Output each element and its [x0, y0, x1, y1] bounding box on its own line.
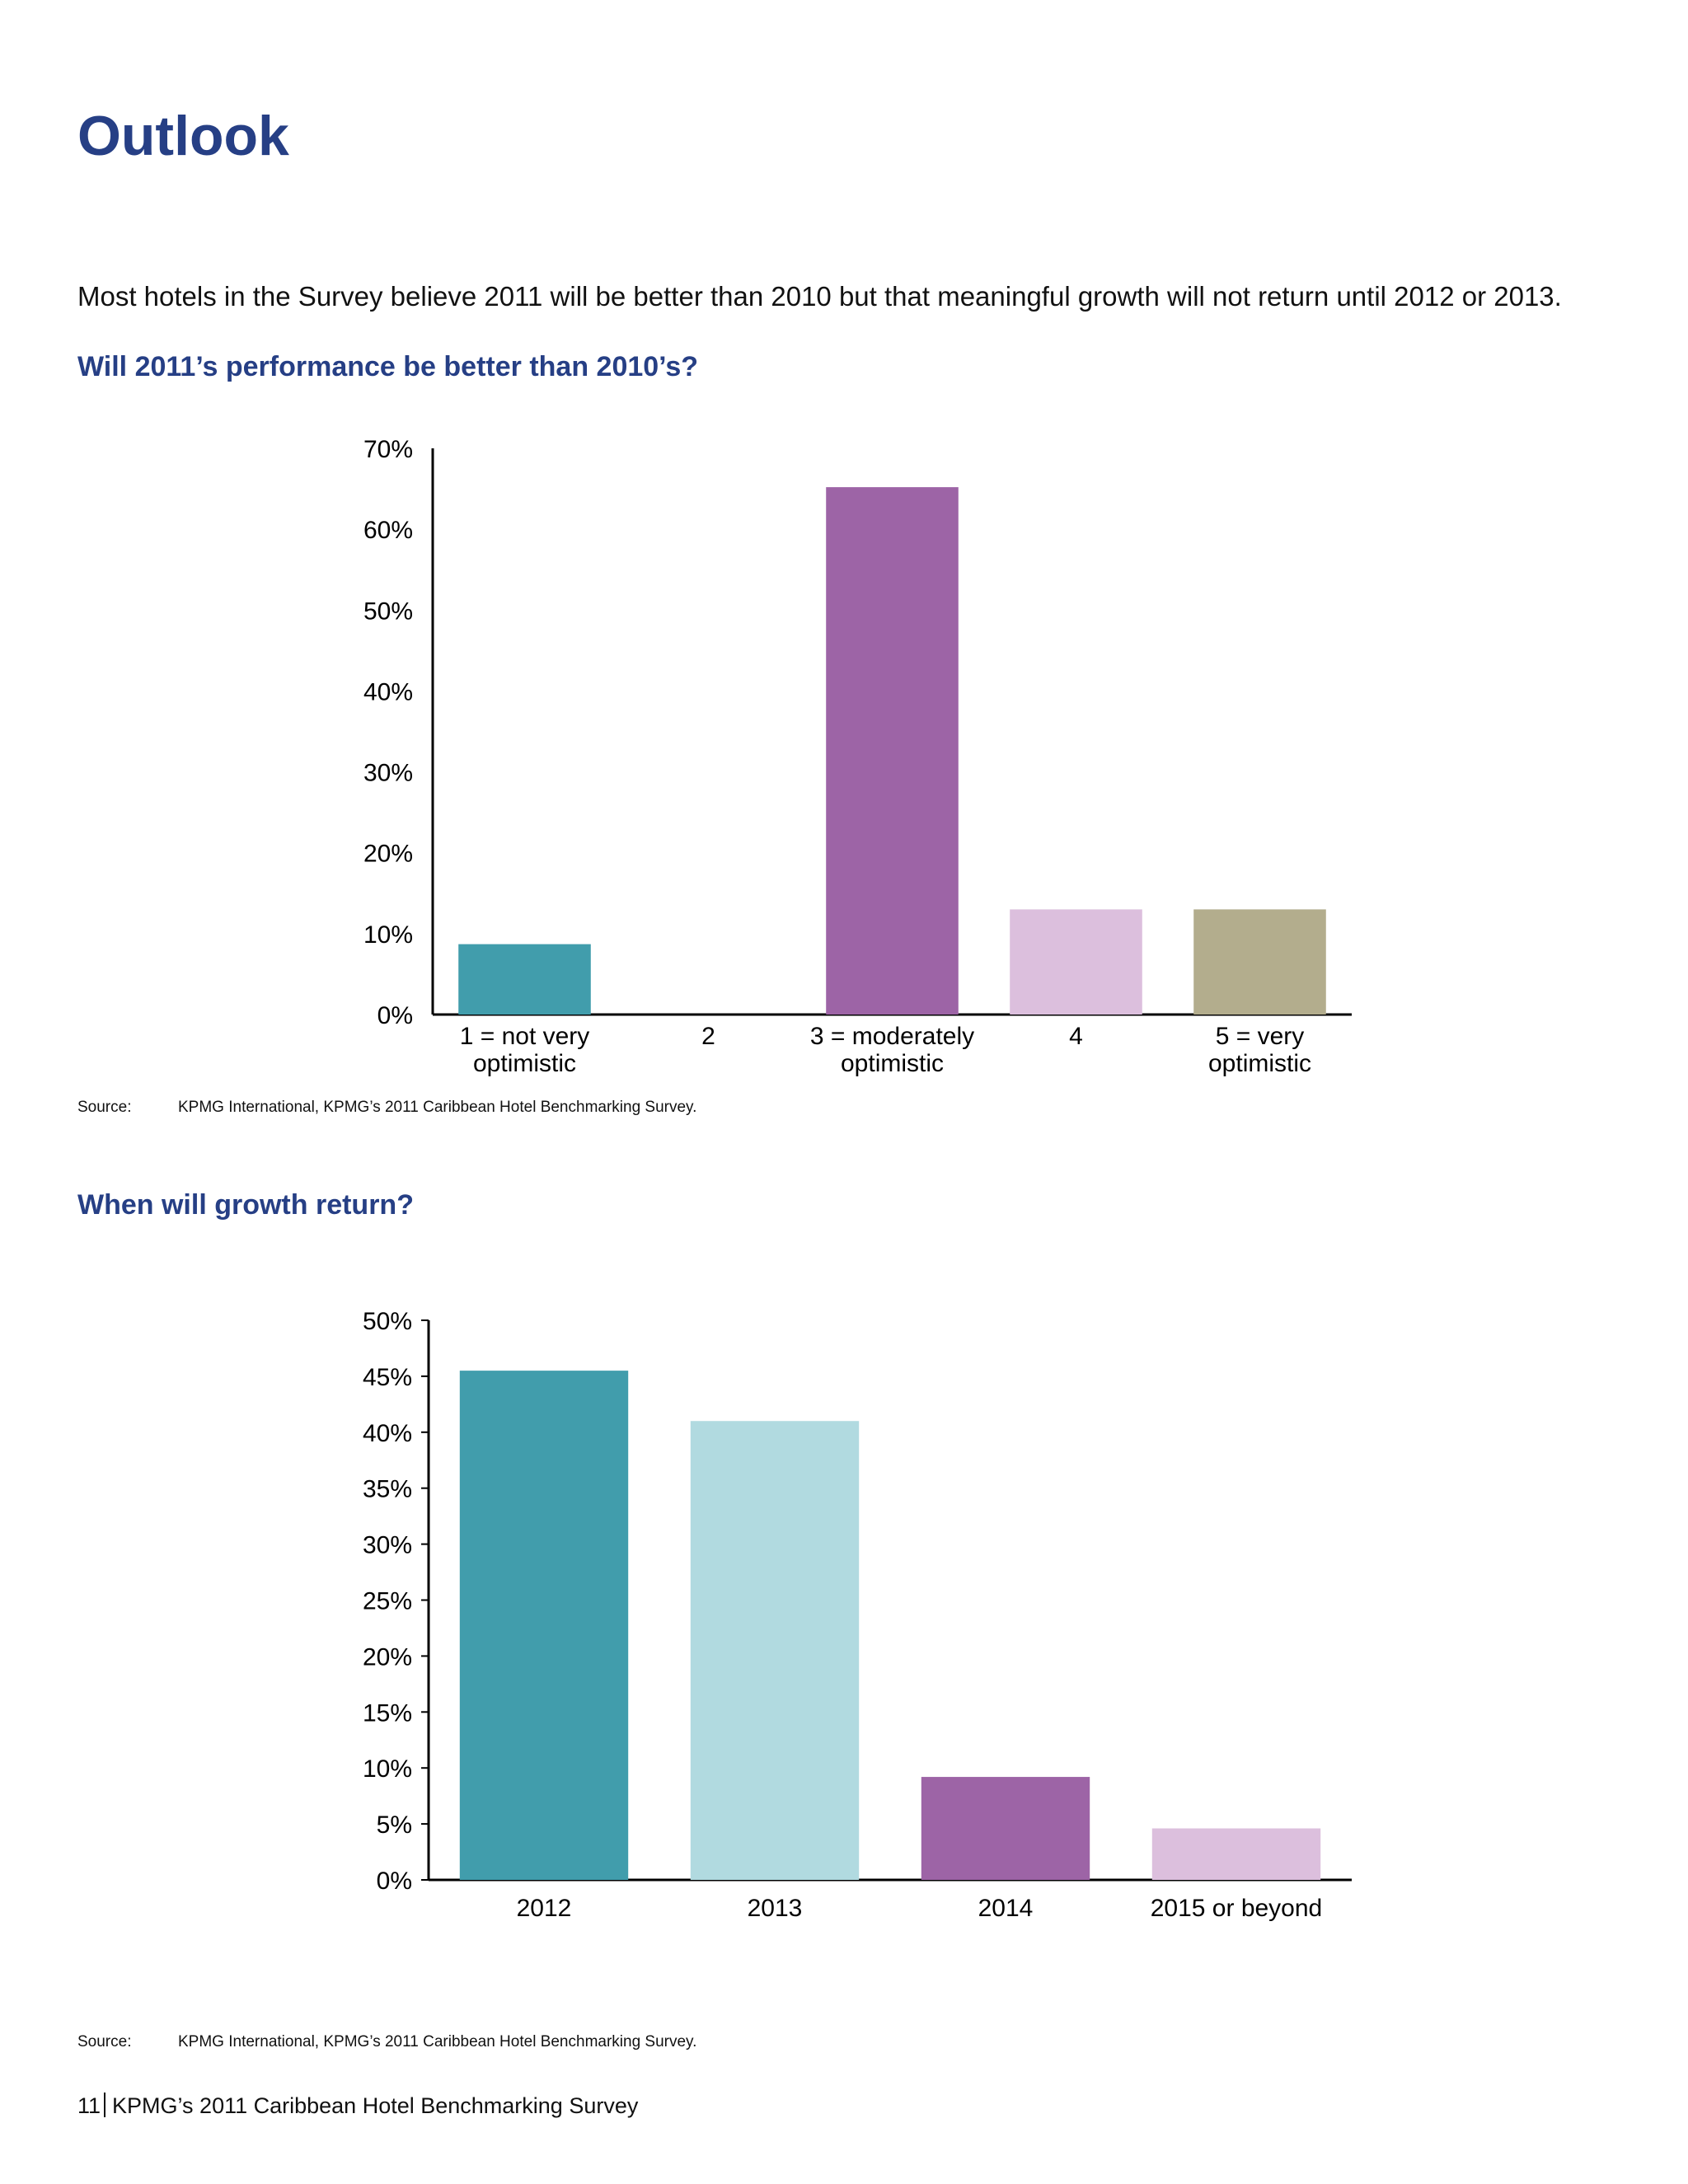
bar — [921, 1777, 1090, 1880]
bar — [690, 1421, 860, 1880]
page-number: 11 — [77, 2093, 101, 2118]
footer-separator — [104, 2093, 106, 2117]
growth-return-bar-chart: 0% 5% 10% 15% 20% 25% 30% 35% 40% 45% 50% 2012 2013 2… — [363, 1308, 1352, 1922]
y-tick-label: 30% — [363, 760, 413, 787]
page-footer: 11 KPMG’s 2011 Caribbean Hotel Benchmarki… — [77, 2092, 638, 2120]
chart1-source-text: KPMG International, KPMG’s 2011 Caribbea… — [178, 1099, 697, 1116]
y-tick-label: 20% — [363, 841, 413, 868]
x-category-label: 2 — [701, 1023, 715, 1050]
bar — [1151, 1828, 1321, 1880]
bar — [458, 944, 591, 1015]
y-tick-label: 40% — [363, 678, 413, 705]
y-tick-label: 70% — [363, 436, 413, 463]
chart1-source-label: Source: — [77, 1099, 132, 1116]
chart2-source: Source: KPMG International, KPMG’s 2011 C… — [77, 2032, 696, 2052]
bar — [459, 1371, 629, 1880]
y-tick-label: 35% — [363, 1476, 412, 1503]
x-category-label: 1 = not very optimistic — [460, 1023, 590, 1077]
y-tick-label: 0% — [377, 1002, 413, 1029]
footer-text: KPMG’s 2011 Caribbean Hotel Benchmarking… — [112, 2093, 639, 2118]
y-tick-label: 50% — [363, 598, 413, 625]
y-tick-label: 0% — [377, 1868, 412, 1895]
y-tick-label: 40% — [363, 1420, 412, 1447]
y-tick-label: 10% — [363, 1755, 412, 1783]
y-tick-label: 15% — [363, 1699, 412, 1727]
chart2-title: When will growth return? — [77, 1189, 414, 1221]
x-category-label: 3 = moderately optimistic — [810, 1023, 974, 1077]
intro-text: Most hotels in the Survey believe 2011 w… — [77, 281, 1562, 312]
y-tick-label: 25% — [363, 1588, 412, 1615]
chart1-source: Source: KPMG International, KPMG’s 2011 C… — [77, 1098, 696, 1118]
x-category-label: 2012 — [517, 1895, 572, 1922]
y-tick-label: 50% — [363, 1308, 412, 1335]
x-category-label: 2015 or beyond — [1151, 1895, 1323, 1922]
y-tick-label: 30% — [363, 1532, 412, 1559]
y-tick-label: 45% — [363, 1364, 412, 1391]
y-tick-label: 5% — [377, 1811, 412, 1839]
y-tick-label: 20% — [363, 1643, 412, 1671]
chart2-source-label: Source: — [77, 2033, 132, 2050]
x-category-label: 5 = very optimistic — [1208, 1023, 1311, 1077]
x-category-label: 4 — [1069, 1023, 1083, 1050]
x-category-label: 2014 — [978, 1895, 1034, 1922]
bar — [826, 487, 959, 1015]
chart2-source-text: KPMG International, KPMG’s 2011 Caribbea… — [178, 2033, 697, 2050]
bar — [1010, 909, 1142, 1015]
page-title: Outlook — [77, 105, 289, 167]
y-tick-label: 60% — [363, 517, 413, 544]
chart1-title: Will 2011’s performance be better than 2… — [77, 351, 699, 382]
x-category-label: 2013 — [748, 1895, 803, 1922]
performance-bar-chart: 0% 10% 20% 30% 40% 50% 60% 70% 1 = not very optim… — [363, 436, 1352, 1077]
bar — [1193, 909, 1326, 1015]
y-tick-label: 10% — [363, 921, 413, 949]
